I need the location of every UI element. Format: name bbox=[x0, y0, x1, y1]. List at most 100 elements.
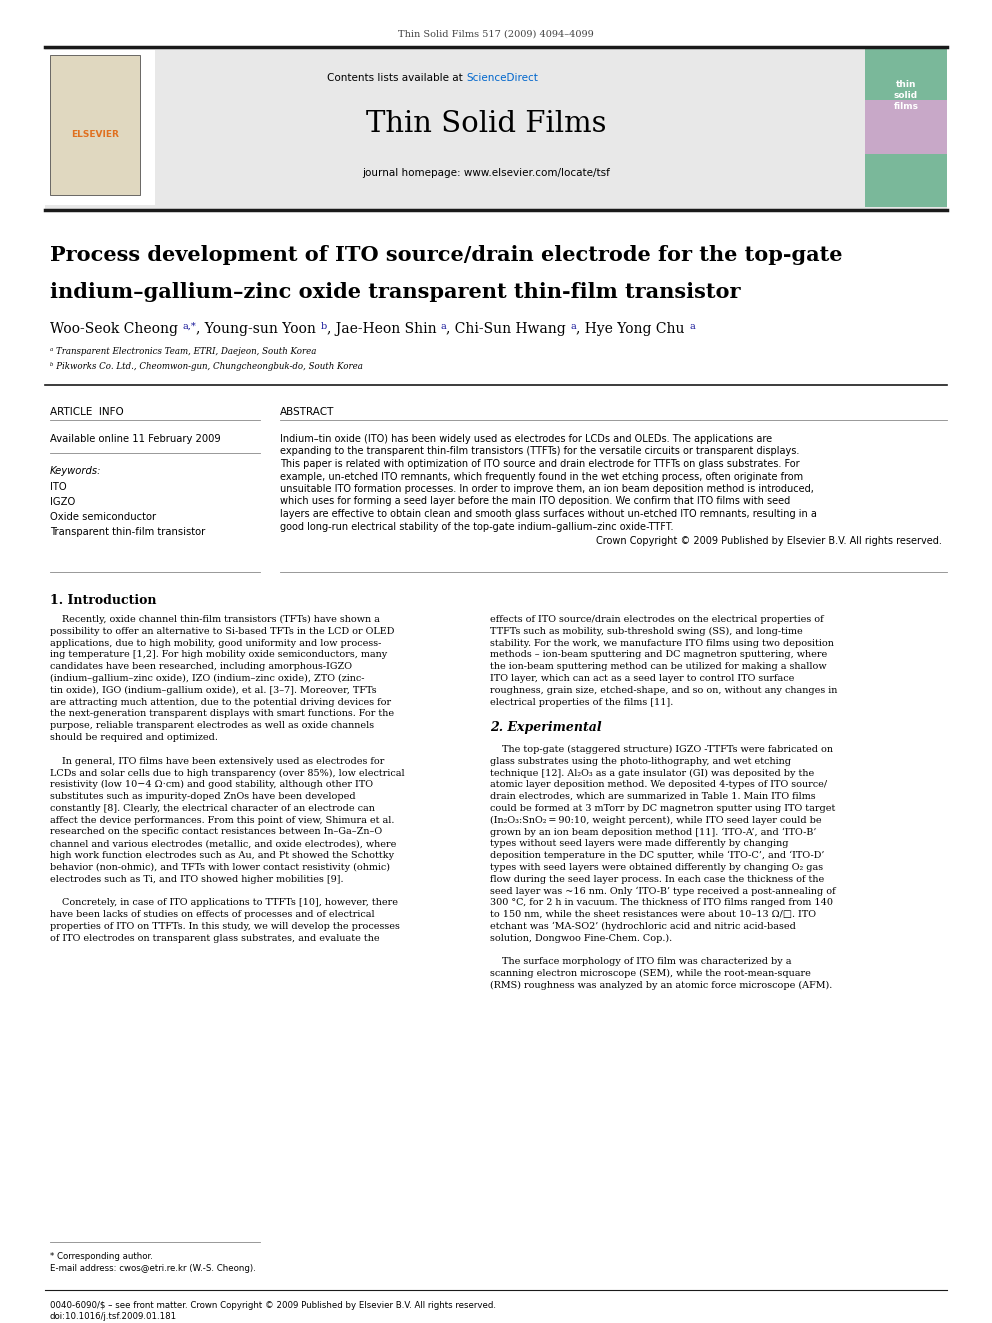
Bar bbox=[45, 50, 155, 205]
Text: 1. Introduction: 1. Introduction bbox=[50, 594, 157, 607]
Text: 0040-6090/$ – see front matter. Crown Copyright © 2009 Published by Elsevier B.V: 0040-6090/$ – see front matter. Crown Co… bbox=[50, 1301, 496, 1310]
Text: have been lacks of studies on effects of processes and of electrical: have been lacks of studies on effects of… bbox=[50, 910, 375, 919]
Text: 2. Experimental: 2. Experimental bbox=[490, 721, 601, 734]
Text: roughness, grain size, etched-shape, and so on, without any changes in: roughness, grain size, etched-shape, and… bbox=[490, 685, 837, 695]
Text: a: a bbox=[570, 321, 576, 331]
Text: 300 °C, for 2 h in vacuum. The thickness of ITO films ranged from 140: 300 °C, for 2 h in vacuum. The thickness… bbox=[490, 898, 833, 908]
Text: Woo-Seok Cheong: Woo-Seok Cheong bbox=[50, 321, 183, 336]
Text: methods – ion-beam sputtering and DC magnetron sputtering, where: methods – ion-beam sputtering and DC mag… bbox=[490, 651, 827, 659]
Bar bbox=[865, 48, 947, 101]
Text: Keywords:: Keywords: bbox=[50, 466, 101, 476]
Text: possibility to offer an alternative to Si-based TFTs in the LCD or OLED: possibility to offer an alternative to S… bbox=[50, 627, 395, 636]
Text: could be formed at 3 mTorr by DC magnetron sputter using ITO target: could be formed at 3 mTorr by DC magnetr… bbox=[490, 804, 835, 812]
Text: electrodes such as Ti, and ITO showed higher mobilities [9].: electrodes such as Ti, and ITO showed hi… bbox=[50, 875, 343, 884]
Text: ᵃ Transparent Electronics Team, ETRI, Daejeon, South Korea: ᵃ Transparent Electronics Team, ETRI, Da… bbox=[50, 347, 316, 356]
Text: , Jae-Heon Shin: , Jae-Heon Shin bbox=[326, 321, 440, 336]
Text: b: b bbox=[320, 321, 326, 331]
Text: behavior (non-ohmic), and TFTs with lower contact resistivity (ohmic): behavior (non-ohmic), and TFTs with lowe… bbox=[50, 863, 390, 872]
Text: good long-run electrical stability of the top-gate indium–gallium–zinc oxide-TTF: good long-run electrical stability of th… bbox=[280, 521, 674, 532]
Text: technique [12]. Al₂O₃ as a gate insulator (GI) was deposited by the: technique [12]. Al₂O₃ as a gate insulato… bbox=[490, 769, 814, 778]
Text: affect the device performances. From this point of view, Shimura et al.: affect the device performances. From thi… bbox=[50, 815, 395, 824]
Text: , Hye Yong Chu: , Hye Yong Chu bbox=[576, 321, 689, 336]
Text: candidates have been researched, including amorphous-IGZO: candidates have been researched, includi… bbox=[50, 663, 352, 671]
Text: atomic layer deposition method. We deposited 4-types of ITO source/: atomic layer deposition method. We depos… bbox=[490, 781, 827, 790]
Text: of ITO electrodes on transparent glass substrates, and evaluate the: of ITO electrodes on transparent glass s… bbox=[50, 934, 380, 942]
Text: Indium–tin oxide (ITO) has been widely used as electrodes for LCDs and OLEDs. Th: Indium–tin oxide (ITO) has been widely u… bbox=[280, 434, 772, 445]
Text: , Young-sun Yoon: , Young-sun Yoon bbox=[196, 321, 320, 336]
Text: should be required and optimized.: should be required and optimized. bbox=[50, 733, 218, 742]
Text: the next-generation transparent displays with smart functions. For the: the next-generation transparent displays… bbox=[50, 709, 394, 718]
Text: tin oxide), IGO (indium–gallium oxide), et al. [3–7]. Moreover, TFTs: tin oxide), IGO (indium–gallium oxide), … bbox=[50, 685, 377, 695]
Text: effects of ITO source/drain electrodes on the electrical properties of: effects of ITO source/drain electrodes o… bbox=[490, 615, 823, 624]
Text: E-mail address: cwos@etri.re.kr (W.-S. Cheong).: E-mail address: cwos@etri.re.kr (W.-S. C… bbox=[50, 1263, 256, 1273]
Text: substitutes such as impurity-doped ZnOs have been developed: substitutes such as impurity-doped ZnOs … bbox=[50, 792, 355, 800]
Text: flow during the seed layer process. In each case the thickness of the: flow during the seed layer process. In e… bbox=[490, 875, 824, 884]
Text: high work function electrodes such as Au, and Pt showed the Schottky: high work function electrodes such as Au… bbox=[50, 851, 394, 860]
Text: ScienceDirect: ScienceDirect bbox=[466, 73, 538, 83]
Text: journal homepage: www.elsevier.com/locate/tsf: journal homepage: www.elsevier.com/locat… bbox=[362, 168, 610, 179]
Text: In general, ITO films have been extensively used as electrodes for: In general, ITO films have been extensiv… bbox=[50, 757, 384, 766]
Text: * Corresponding author.: * Corresponding author. bbox=[50, 1252, 153, 1261]
Text: indium–gallium–zinc oxide transparent thin-film transistor: indium–gallium–zinc oxide transparent th… bbox=[50, 282, 740, 302]
Text: ITO layer, which can act as a seed layer to control ITO surface: ITO layer, which can act as a seed layer… bbox=[490, 673, 795, 683]
Text: resistivity (low 10−4 Ω⋅cm) and good stability, although other ITO: resistivity (low 10−4 Ω⋅cm) and good sta… bbox=[50, 781, 373, 790]
Text: researched on the specific contact resistances between In–Ga–Zn–O: researched on the specific contact resis… bbox=[50, 827, 382, 836]
Text: layers are effective to obtain clean and smooth glass surfaces without un-etched: layers are effective to obtain clean and… bbox=[280, 509, 816, 519]
Text: scanning electron microscope (SEM), while the root-mean-square: scanning electron microscope (SEM), whil… bbox=[490, 968, 810, 978]
Text: Available online 11 February 2009: Available online 11 February 2009 bbox=[50, 434, 221, 445]
Text: applications, due to high mobility, good uniformity and low process-: applications, due to high mobility, good… bbox=[50, 639, 381, 647]
Text: ELSEVIER: ELSEVIER bbox=[71, 130, 119, 139]
Text: properties of ITO on TTFTs. In this study, we will develop the processes: properties of ITO on TTFTs. In this stud… bbox=[50, 922, 400, 931]
Text: doi:10.1016/j.tsf.2009.01.181: doi:10.1016/j.tsf.2009.01.181 bbox=[50, 1312, 178, 1320]
Text: are attracting much attention, due to the potential driving devices for: are attracting much attention, due to th… bbox=[50, 697, 391, 706]
Text: stability. For the work, we manufacture ITO films using two deposition: stability. For the work, we manufacture … bbox=[490, 639, 834, 647]
Text: ABSTRACT: ABSTRACT bbox=[280, 407, 334, 417]
Text: solution, Dongwoo Fine-Chem. Cop.).: solution, Dongwoo Fine-Chem. Cop.). bbox=[490, 934, 673, 943]
Text: seed layer was ~16 nm. Only ‘ITO-B’ type received a post-annealing of: seed layer was ~16 nm. Only ‘ITO-B’ type… bbox=[490, 886, 835, 896]
Bar bbox=[865, 101, 947, 153]
Text: the ion-beam sputtering method can be utilized for making a shallow: the ion-beam sputtering method can be ut… bbox=[490, 663, 826, 671]
Text: Process development of ITO source/drain electrode for the top-gate: Process development of ITO source/drain … bbox=[50, 245, 842, 265]
Text: Oxide semiconductor: Oxide semiconductor bbox=[50, 512, 156, 523]
Text: The top-gate (staggered structure) IGZO -TTFTs were fabricated on: The top-gate (staggered structure) IGZO … bbox=[490, 745, 833, 754]
Text: example, un-etched ITO remnants, which frequently found in the wet etching proce: example, un-etched ITO remnants, which f… bbox=[280, 471, 804, 482]
Text: Crown Copyright © 2009 Published by Elsevier B.V. All rights reserved.: Crown Copyright © 2009 Published by Else… bbox=[596, 536, 942, 546]
Text: constantly [8]. Clearly, the electrical character of an electrode can: constantly [8]. Clearly, the electrical … bbox=[50, 804, 375, 812]
Text: Transparent thin-film transistor: Transparent thin-film transistor bbox=[50, 527, 205, 537]
Text: a: a bbox=[689, 321, 694, 331]
Text: (In₂O₃:SnO₂ = 90:10, weight percent), while ITO seed layer could be: (In₂O₃:SnO₂ = 90:10, weight percent), wh… bbox=[490, 815, 821, 824]
Text: grown by an ion beam deposition method [11]. ‘ITO-A’, and ‘ITO-B’: grown by an ion beam deposition method [… bbox=[490, 827, 816, 836]
Text: (RMS) roughness was analyzed by an atomic force microscope (AFM).: (RMS) roughness was analyzed by an atomi… bbox=[490, 980, 832, 990]
Text: to 150 nm, while the sheet resistances were about 10–13 Ω/□. ITO: to 150 nm, while the sheet resistances w… bbox=[490, 910, 816, 919]
Text: IGZO: IGZO bbox=[50, 497, 75, 507]
Text: purpose, reliable transparent electrodes as well as oxide channels: purpose, reliable transparent electrodes… bbox=[50, 721, 374, 730]
Text: Thin Solid Films: Thin Solid Films bbox=[366, 110, 606, 138]
Text: etchant was ‘MA-SO2’ (hydrochloric acid and nitric acid-based: etchant was ‘MA-SO2’ (hydrochloric acid … bbox=[490, 922, 796, 931]
Text: thin
solid
films: thin solid films bbox=[894, 79, 919, 111]
Text: channel and various electrodes (metallic, and oxide electrodes), where: channel and various electrodes (metallic… bbox=[50, 839, 397, 848]
Bar bbox=[865, 153, 947, 206]
Text: ARTICLE  INFO: ARTICLE INFO bbox=[50, 407, 124, 417]
Bar bbox=[50, 56, 140, 194]
Text: unsuitable ITO formation processes. In order to improve them, an ion beam deposi: unsuitable ITO formation processes. In o… bbox=[280, 484, 813, 493]
Bar bbox=[45, 48, 947, 210]
Text: types with seed layers were obtained differently by changing O₂ gas: types with seed layers were obtained dif… bbox=[490, 863, 823, 872]
Text: types without seed layers were made differently by changing: types without seed layers were made diff… bbox=[490, 839, 789, 848]
Text: , Chi-Sun Hwang: , Chi-Sun Hwang bbox=[446, 321, 570, 336]
Text: Concretely, in case of ITO applications to TTFTs [10], however, there: Concretely, in case of ITO applications … bbox=[50, 898, 398, 908]
Text: LCDs and solar cells due to high transparency (over 85%), low electrical: LCDs and solar cells due to high transpa… bbox=[50, 769, 405, 778]
Text: ᵇ Pikworks Co. Ltd., Cheomwon-gun, Chungcheongbuk-do, South Korea: ᵇ Pikworks Co. Ltd., Cheomwon-gun, Chung… bbox=[50, 363, 363, 370]
Text: glass substrates using the photo-lithography, and wet etching: glass substrates using the photo-lithogr… bbox=[490, 757, 791, 766]
Text: a: a bbox=[440, 321, 446, 331]
Text: ITO: ITO bbox=[50, 482, 66, 492]
Text: which uses for forming a seed layer before the main ITO deposition. We confirm t: which uses for forming a seed layer befo… bbox=[280, 496, 791, 507]
Text: Thin Solid Films 517 (2009) 4094–4099: Thin Solid Films 517 (2009) 4094–4099 bbox=[398, 30, 594, 38]
Text: deposition temperature in the DC sputter, while ‘ITO-C’, and ‘ITO-D’: deposition temperature in the DC sputter… bbox=[490, 851, 824, 860]
Text: The surface morphology of ITO film was characterized by a: The surface morphology of ITO film was c… bbox=[490, 958, 792, 966]
Text: This paper is related with optimization of ITO source and drain electrode for TT: This paper is related with optimization … bbox=[280, 459, 800, 468]
Text: TTFTs such as mobility, sub-threshold swing (SS), and long-time: TTFTs such as mobility, sub-threshold sw… bbox=[490, 627, 803, 636]
Text: (indium–gallium–zinc oxide), IZO (indium–zinc oxide), ZTO (zinc-: (indium–gallium–zinc oxide), IZO (indium… bbox=[50, 673, 364, 683]
Text: expanding to the transparent thin-film transistors (TTFTs) for the versatile cir: expanding to the transparent thin-film t… bbox=[280, 446, 800, 456]
Text: ing temperature [1,2]. For high mobility oxide semiconductors, many: ing temperature [1,2]. For high mobility… bbox=[50, 651, 387, 659]
Text: a,*: a,* bbox=[183, 321, 196, 331]
